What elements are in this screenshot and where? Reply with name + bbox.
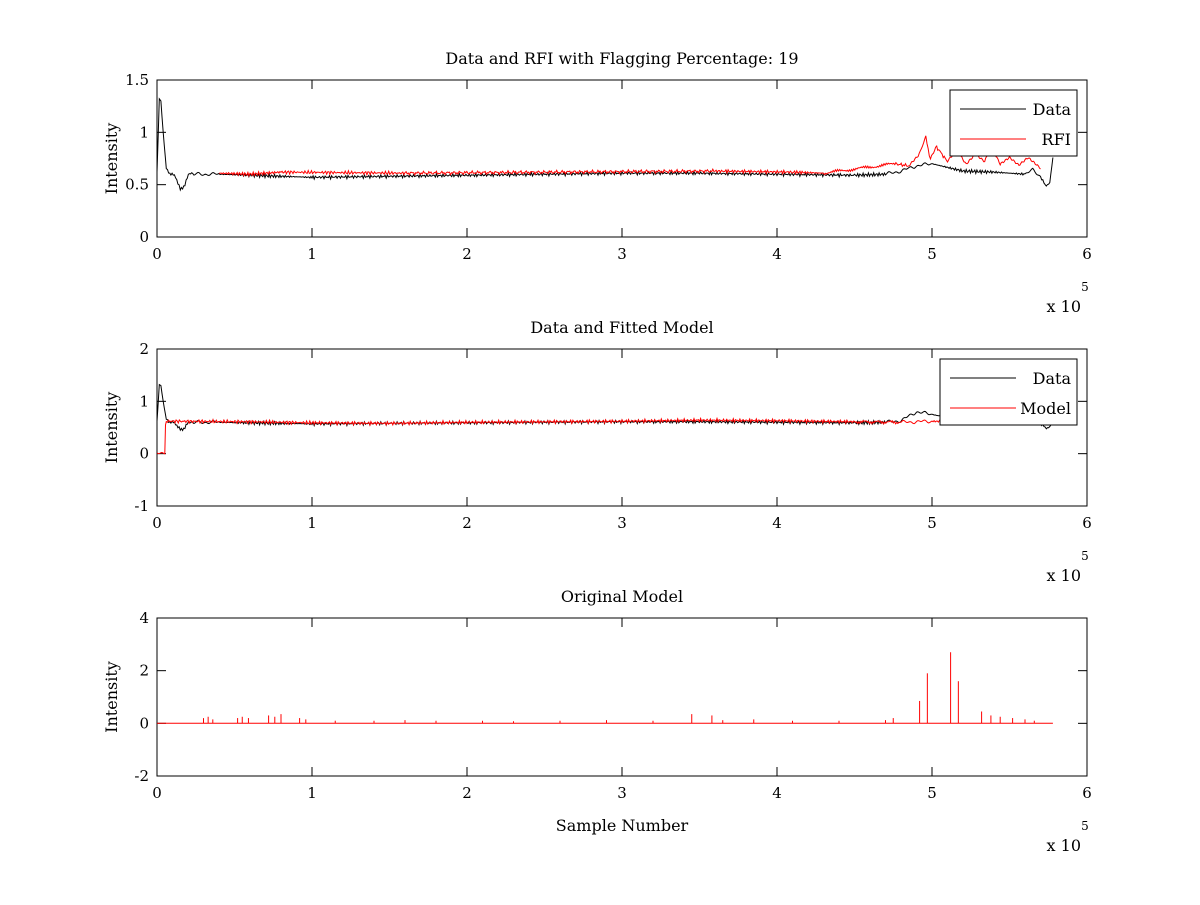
x-tick-label: 1 [307,784,317,802]
x-tick-label: 5 [927,514,937,532]
series-line-rfi [218,135,1041,178]
legend-box [949,89,1078,157]
legend-entry: Data [1033,369,1072,388]
subplot-3: Original Model Intensity Sample Number 0 1 2 3… [102,587,1092,855]
x-axis-multiplier: x 10 [1047,836,1081,855]
x-tick-label: 2 [462,784,472,802]
plot-area [157,383,1054,455]
x-tick-label: 3 [617,514,627,532]
x-tick-label: 5 [927,245,937,263]
axes-frame [156,617,1088,777]
x-tick-label: 0 [152,784,162,802]
y-tick-label: 1.5 [125,71,149,89]
x-axis-exponent: 5 [1081,280,1089,294]
x-tick-label: 1 [307,514,317,532]
plot-area [157,97,1054,192]
y-tick-label: 0 [139,445,149,463]
y-tick-label: 1 [139,392,149,410]
subplot-1: Data and RFI with Flagging Percentage: 1… [102,49,1092,316]
legend-entry: RFI [1042,130,1071,149]
x-tick-label: 0 [152,245,162,263]
x-tick-label: 2 [462,245,472,263]
x-tick-label: 6 [1082,514,1092,532]
y-axis-label: Intensity [102,661,121,733]
axes-frame [156,348,1088,507]
plot-area [157,652,1053,724]
y-tick-label: -2 [134,767,149,785]
legend: Data RFI [949,89,1078,157]
x-tick-label: 5 [927,784,937,802]
x-tick-label: 6 [1082,784,1092,802]
y-axis-label: Intensity [102,392,121,464]
y-tick-label: 0 [139,228,149,246]
y-tick-label: 0.5 [125,176,149,194]
subplot-2: Data and Fitted Model Intensity 0 1 2 3 4 5 6 x 1… [102,318,1092,585]
x-tick-label: 4 [772,514,782,532]
x-tick-label: 4 [772,784,782,802]
y-tick-label: 0 [139,714,149,732]
x-tick-label: 6 [1082,245,1092,263]
x-tick-label: 1 [307,245,317,263]
y-tick-label: 1 [139,123,149,141]
legend-entry: Model [1020,399,1071,418]
chart-title: Data and RFI with Flagging Percentage: 1… [445,49,798,68]
x-axis-multiplier: x 10 [1047,566,1081,585]
y-tick-label: -1 [134,497,149,515]
legend-entry: Data [1033,100,1072,119]
x-axis-label: Sample Number [556,816,689,835]
x-tick-label: 0 [152,514,162,532]
x-axis-multiplier: x 10 [1047,297,1081,316]
y-tick-label: 2 [139,340,149,358]
chart-title: Original Model [561,587,683,606]
y-tick-label: 4 [139,609,149,627]
x-tick-label: 3 [617,784,627,802]
y-tick-label: 2 [139,662,149,680]
legend-box [939,358,1078,426]
series-line-model [157,416,1054,455]
chart-title: Data and Fitted Model [530,318,713,337]
axes-frame [156,79,1088,238]
x-axis-exponent: 5 [1081,549,1089,563]
x-tick-label: 4 [772,245,782,263]
legend: Data Model [939,358,1078,426]
x-tick-label: 3 [617,245,627,263]
x-axis-exponent: 5 [1081,819,1089,833]
x-tick-label: 2 [462,514,472,532]
y-axis-label: Intensity [102,123,121,195]
